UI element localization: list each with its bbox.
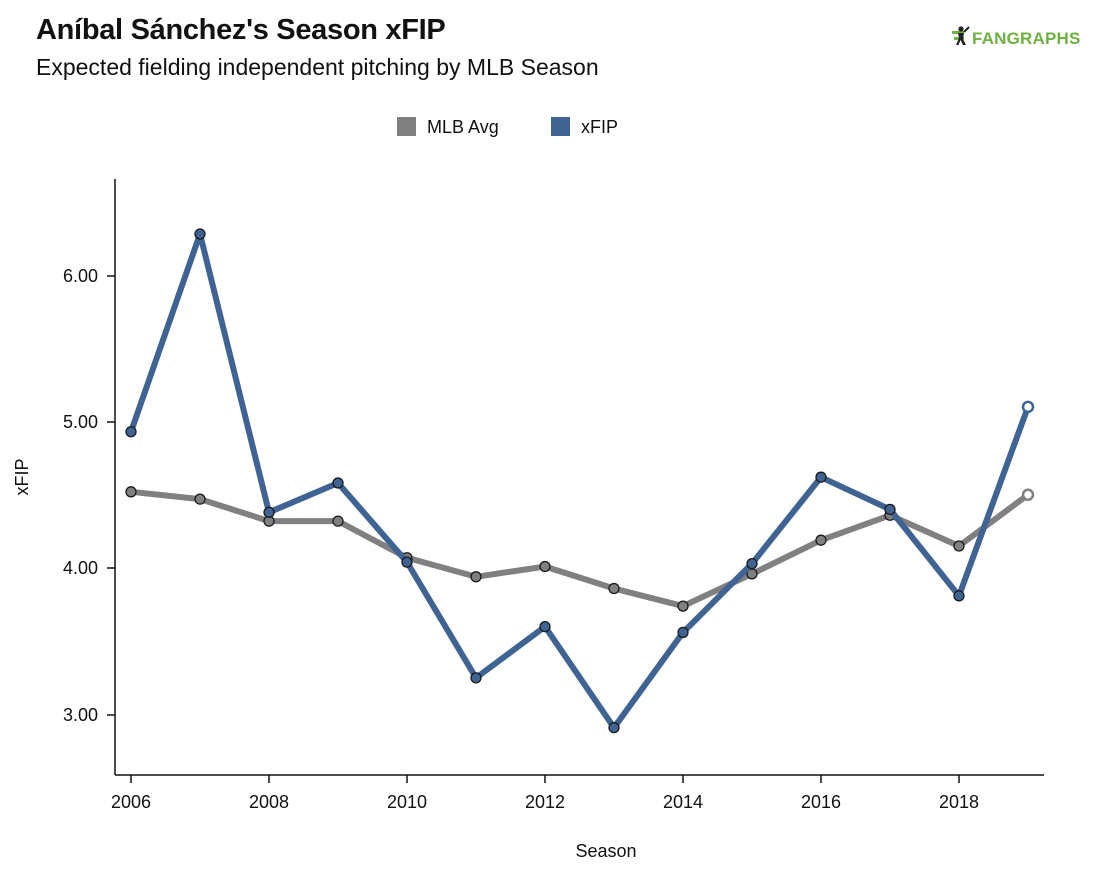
- legend-swatch-mlb-avg: [397, 117, 416, 136]
- brand-name: FANGRAPHS: [972, 28, 1081, 48]
- x-tick-label: 2006: [111, 792, 151, 812]
- batter-icon: [952, 26, 970, 51]
- x-tick-label: 2012: [525, 792, 565, 812]
- y-tick-label: 5.00: [63, 412, 98, 432]
- data-point-xfip[interactable]: [608, 722, 620, 734]
- data-point-xfip[interactable]: [815, 471, 827, 483]
- data-point-mlb-avg[interactable]: [125, 486, 137, 498]
- data-point-mlb-avg[interactable]: [1021, 488, 1035, 501]
- data-point-xfip[interactable]: [194, 228, 206, 240]
- data-point-mlb-avg[interactable]: [815, 534, 827, 546]
- x-axis-ticks: 2006 2008 2010 2012 2014 2016 2018: [111, 775, 979, 812]
- data-point-xfip[interactable]: [263, 506, 275, 518]
- legend: MLB Avg xFIP: [397, 117, 618, 137]
- data-point-xfip[interactable]: [470, 672, 482, 684]
- x-tick-label: 2018: [939, 792, 979, 812]
- data-point-mlb-avg[interactable]: [194, 493, 206, 505]
- y-axis-title: xFIP: [12, 458, 32, 495]
- data-point-xfip[interactable]: [953, 590, 965, 602]
- fangraphs-logo[interactable]: FANGRAPHS: [952, 26, 1081, 51]
- data-point-mlb-avg[interactable]: [470, 571, 482, 583]
- data-point-xfip[interactable]: [401, 556, 413, 568]
- legend-swatch-xfip: [551, 117, 570, 136]
- x-tick-label: 2014: [663, 792, 703, 812]
- data-point-xfip[interactable]: [125, 426, 137, 438]
- x-tick-label: 2016: [801, 792, 841, 812]
- data-point-xfip[interactable]: [1021, 400, 1035, 414]
- y-axis-ticks: 3.00 4.00 5.00 6.00: [63, 266, 115, 725]
- x-tick-label: 2008: [249, 792, 289, 812]
- x-tick-label: 2010: [387, 792, 427, 812]
- chart-title: Aníbal Sánchez's Season xFIP: [36, 14, 446, 46]
- data-point-mlb-avg[interactable]: [539, 560, 551, 573]
- series-layer: [125, 228, 1035, 734]
- y-tick-label: 6.00: [63, 266, 98, 286]
- y-tick-label: 4.00: [63, 558, 98, 578]
- data-point-mlb-avg[interactable]: [953, 540, 965, 552]
- data-point-xfip[interactable]: [746, 557, 758, 570]
- data-point-xfip[interactable]: [539, 620, 551, 633]
- series-line-mlb-avg: [128, 488, 1031, 610]
- data-point-mlb-avg[interactable]: [608, 582, 620, 595]
- data-point-mlb-avg[interactable]: [677, 600, 689, 612]
- x-axis-title: Season: [575, 841, 636, 861]
- data-point-mlb-avg[interactable]: [332, 515, 344, 527]
- y-tick-label: 3.00: [63, 705, 98, 725]
- legend-label-mlb-avg: MLB Avg: [427, 117, 499, 137]
- chart-subtitle: Expected fielding independent pitching b…: [36, 54, 599, 80]
- data-point-xfip[interactable]: [884, 503, 896, 516]
- series-line-xfip: [128, 230, 1031, 731]
- legend-label-xfip: xFIP: [581, 117, 618, 137]
- data-point-xfip[interactable]: [332, 477, 344, 489]
- data-point-xfip[interactable]: [677, 626, 689, 639]
